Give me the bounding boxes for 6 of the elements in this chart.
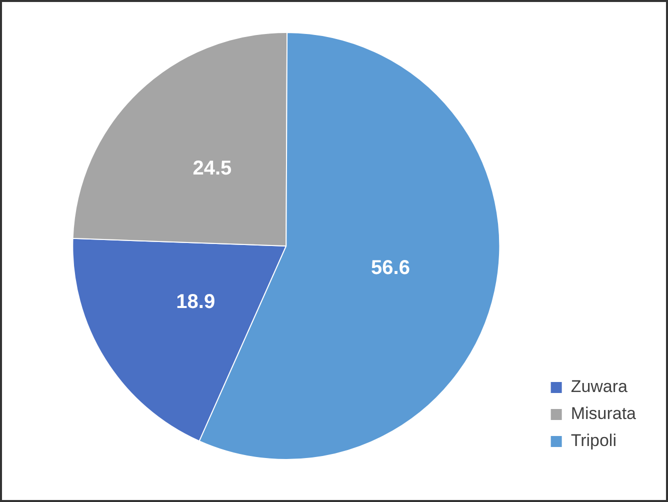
data-label: 56.6 (371, 256, 410, 279)
legend-label: Zuwara (570, 377, 628, 396)
data-label: 18.9 (176, 291, 216, 314)
legend-label: Tripoli (570, 431, 616, 450)
legend-label: Misurata (570, 404, 637, 424)
data-label: 24.5 (192, 158, 232, 180)
